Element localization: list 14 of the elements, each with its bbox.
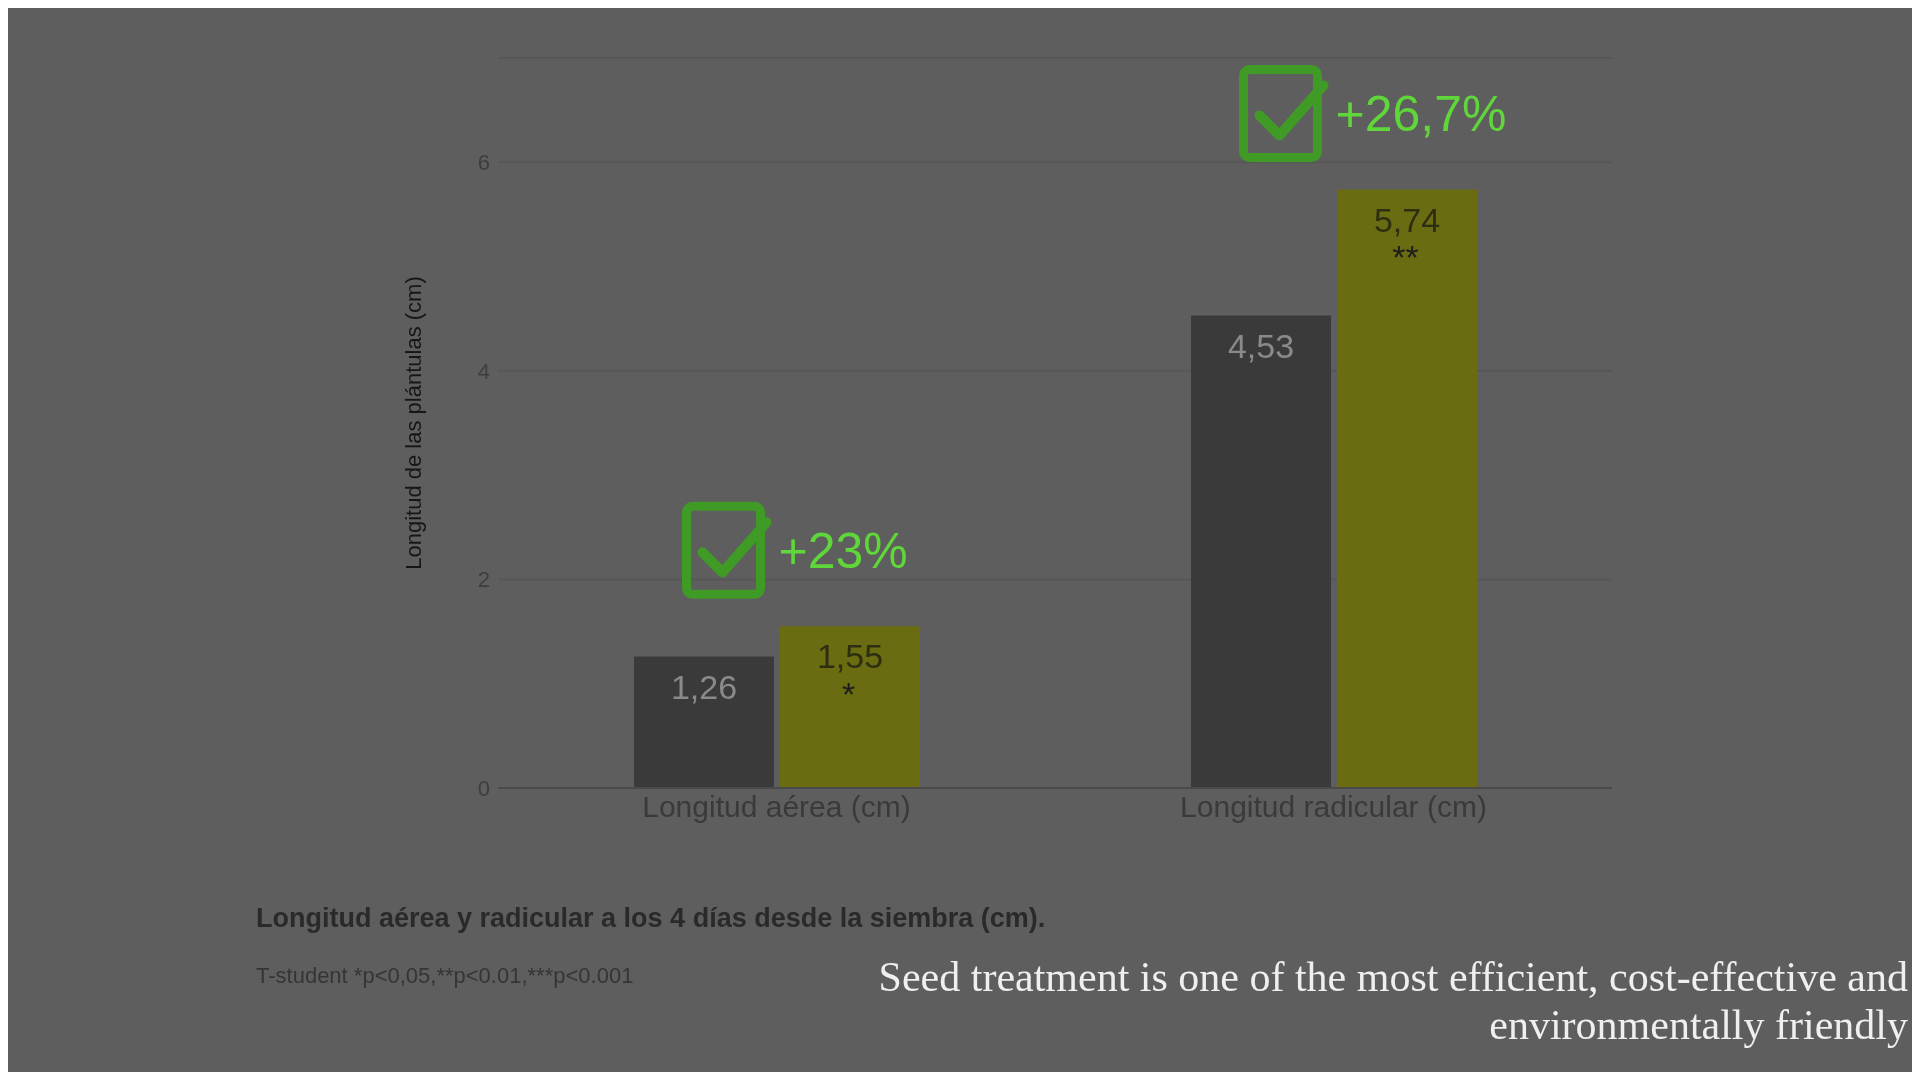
y-axis-title: Longitud de las plántulas (cm) xyxy=(400,276,426,570)
text: Seed treatment is one of the most efficient, cost-effective and environmentally friendly xyxy=(877,953,1908,1049)
bar xyxy=(780,626,920,788)
data-label: 4,53 xyxy=(1227,326,1295,365)
bar xyxy=(1337,189,1477,788)
data-label: 1,55 xyxy=(816,637,884,676)
bar xyxy=(1191,315,1331,788)
data-label: 5,74 xyxy=(1373,200,1441,239)
annotation: ** xyxy=(1392,238,1419,277)
annotation: * xyxy=(841,675,856,714)
annotation: +26,7% xyxy=(1335,86,1507,143)
bar xyxy=(634,656,774,788)
annotation: +23% xyxy=(778,523,908,580)
data-label: 1,26 xyxy=(670,667,738,706)
